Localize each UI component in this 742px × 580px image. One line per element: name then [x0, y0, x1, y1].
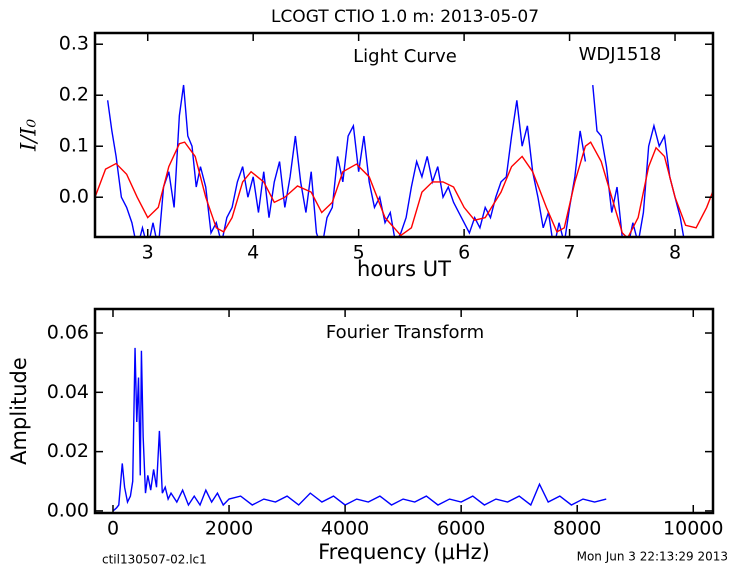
y-axis-label: I/I₀ — [17, 118, 41, 152]
x-tick-label: 8 — [669, 242, 681, 264]
x-tick-label: 6000 — [437, 518, 485, 540]
x-tick-label: 4000 — [321, 518, 369, 540]
x-tick-label: 8000 — [553, 518, 601, 540]
annotation: WDJ1518 — [579, 44, 662, 65]
y-tick-label: 0.0 — [59, 186, 89, 208]
x-axis-label: hours UT — [357, 257, 451, 281]
x-tick-label: 5 — [353, 242, 365, 264]
y-tick-label: 0.2 — [59, 84, 89, 106]
x-axis-label: Frequency (μHz) — [318, 540, 490, 564]
y-tick-label: 0.00 — [47, 499, 89, 521]
y-tick-label: 0.04 — [47, 381, 89, 403]
x-tick-label: 3 — [142, 242, 154, 264]
x-tick-label: 7 — [564, 242, 576, 264]
x-tick-label: 6 — [458, 242, 470, 264]
x-tick-label: 10000 — [663, 518, 723, 540]
y-tick-label: 0.06 — [47, 322, 89, 344]
x-tick-label: 0 — [107, 518, 119, 540]
plot-title: Fourier Transform — [326, 322, 484, 343]
footer-left: ctil130507-02.lc1 — [102, 553, 207, 567]
x-tick-label: 2000 — [205, 518, 253, 540]
x-tick-label: 4 — [247, 242, 259, 264]
y-tick-label: 0.02 — [47, 440, 89, 462]
footer-right: Mon Jun 3 22:13:29 2013 — [577, 550, 728, 564]
data-line — [95, 141, 713, 237]
y-tick-label: 0.1 — [59, 135, 89, 157]
plot-title: Light Curve — [353, 46, 457, 67]
plot-frame — [93, 31, 715, 239]
y-tick-label: 0.3 — [59, 33, 89, 55]
y-axis-label: Amplitude — [7, 357, 31, 465]
plot-frame — [93, 307, 715, 515]
figure-title: LCOGT CTIO 1.0 m: 2013-05-07 — [271, 7, 539, 27]
data-line — [112, 347, 607, 512]
